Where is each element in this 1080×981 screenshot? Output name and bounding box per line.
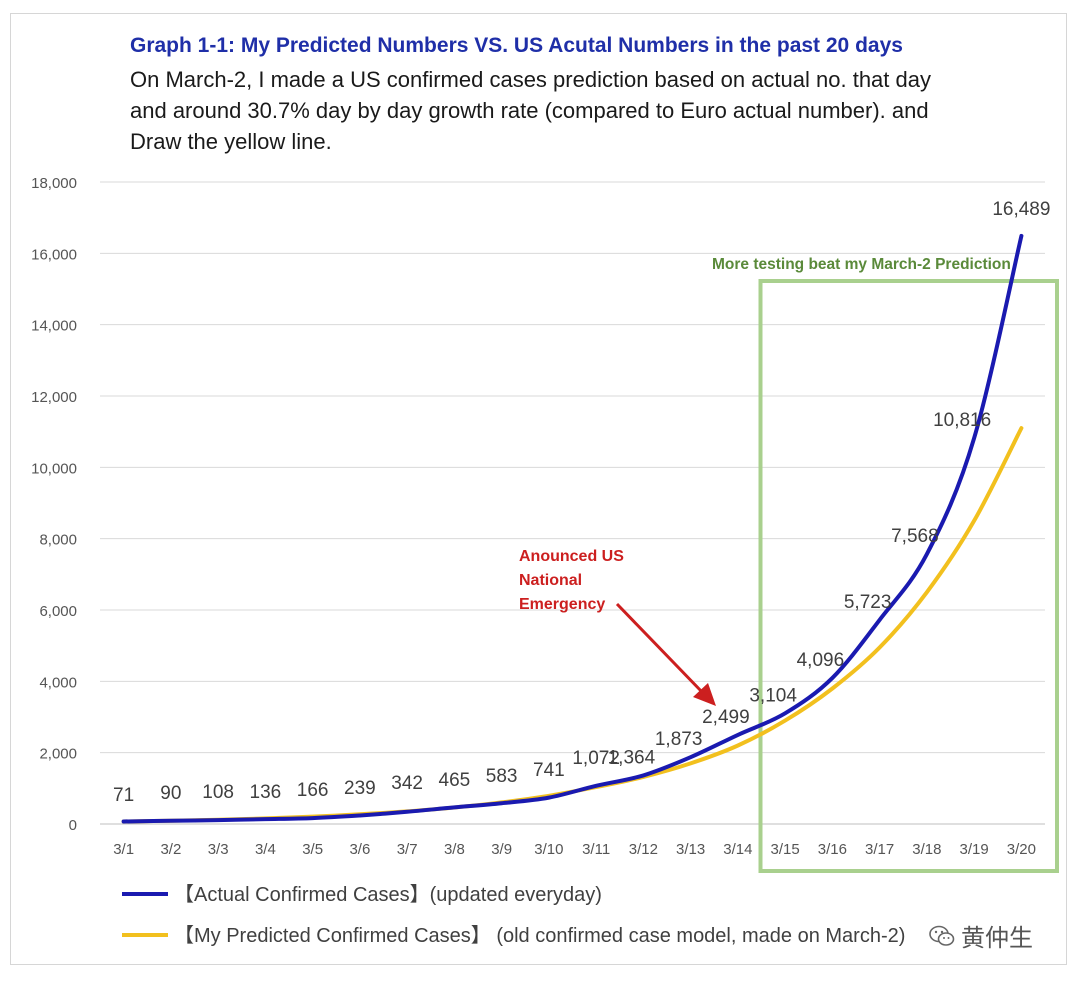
data-label: 741	[533, 760, 565, 781]
data-label: 108	[202, 782, 234, 803]
x-tick-label: 3/6	[349, 841, 370, 858]
x-tick-label: 3/7	[397, 841, 418, 858]
data-label: 2,499	[702, 707, 750, 728]
x-tick-label: 3/13	[676, 841, 705, 858]
y-tick-label: 12,000	[31, 389, 77, 406]
data-label: 136	[250, 782, 282, 803]
x-tick-label: 3/16	[818, 841, 847, 858]
chart-title: Graph 1-1: My Predicted Numbers VS. US A…	[130, 34, 903, 57]
y-tick-label: 8,000	[39, 532, 77, 549]
data-label: 239	[344, 778, 376, 799]
data-label: 1,364	[608, 747, 656, 768]
emergency-arrow-head	[693, 683, 716, 706]
testing-box	[758, 279, 1059, 873]
x-tick-label: 3/12	[629, 841, 658, 858]
data-label: 1,873	[655, 729, 703, 750]
y-tick-label: 0	[69, 817, 77, 834]
data-label: 465	[439, 770, 471, 791]
wechat-icon	[929, 925, 955, 946]
x-tick-label: 3/17	[865, 841, 894, 858]
data-label: 5,723	[844, 592, 892, 613]
y-tick-label: 10,000	[31, 460, 77, 477]
x-tick-label: 3/2	[160, 841, 181, 858]
x-tick-label: 3/15	[771, 841, 800, 858]
watermark: 黄仲生	[925, 918, 1037, 953]
data-label: 166	[297, 780, 329, 801]
x-tick-label: 3/20	[1007, 841, 1036, 858]
emergency-annotation-line: National	[519, 572, 582, 589]
x-tick-label: 3/18	[912, 841, 941, 858]
y-tick-label: 14,000	[31, 318, 77, 335]
data-label: 1,072	[572, 748, 620, 769]
chart-subtitle: On March-2, I made a US confirmed cases …	[130, 67, 931, 154]
data-label: 90	[160, 783, 181, 804]
y-tick-label: 6,000	[39, 603, 77, 620]
legend-label-predicted: 【My Predicted Confirmed Cases】 (old conf…	[174, 925, 905, 947]
x-tick-label: 3/1	[113, 841, 134, 858]
x-tick-label: 3/4	[255, 841, 276, 858]
y-tick-label: 18,000	[31, 175, 77, 192]
data-label: 583	[486, 766, 518, 787]
actual-series-line	[121, 233, 1024, 824]
x-tick-label: 3/19	[960, 841, 989, 858]
watermark-text: 黄仲生	[961, 925, 1033, 952]
data-label: 3,104	[749, 685, 797, 706]
y-tick-label: 4,000	[39, 674, 77, 691]
x-tick-label: 3/8	[444, 841, 465, 858]
emergency-annotation-line: Anounced US	[519, 548, 624, 565]
chart-frame	[10, 13, 1067, 965]
legend-label-actual: 【Actual Confirmed Cases】(updated everyda…	[174, 884, 602, 906]
data-label: 71	[113, 785, 134, 806]
testing-annotation: More testing beat my March-2 Prediction	[712, 256, 1011, 273]
emergency-annotation-line: Emergency	[519, 596, 605, 613]
x-tick-label: 3/14	[723, 841, 752, 858]
x-tick-label: 3/5	[302, 841, 323, 858]
y-tick-label: 16,000	[31, 246, 77, 263]
data-label: 10,816	[933, 410, 991, 431]
data-label: 16,489	[992, 199, 1050, 220]
x-tick-label: 3/11	[582, 841, 610, 858]
y-tick-label: 2,000	[39, 746, 77, 763]
data-label: 4,096	[797, 650, 845, 671]
emergency-arrow-shaft	[615, 602, 705, 695]
x-tick-label: 3/3	[208, 841, 229, 858]
data-label: 342	[391, 773, 423, 794]
x-tick-label: 3/10	[534, 841, 563, 858]
x-tick-label: 3/9	[491, 841, 512, 858]
data-label: 7,568	[891, 526, 939, 547]
